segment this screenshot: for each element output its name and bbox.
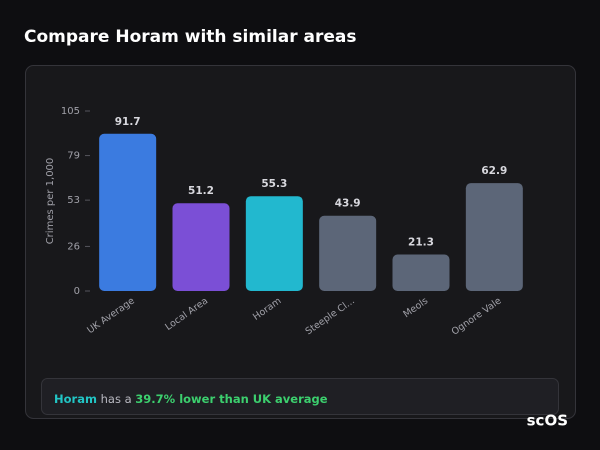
y-tick-label: 26: [67, 241, 80, 252]
bar: [245, 196, 303, 291]
bar: [172, 203, 230, 291]
value-label: 55.3: [261, 178, 287, 190]
value-label: 51.2: [188, 185, 214, 197]
summary-area: Horam: [54, 392, 97, 406]
value-label: 21.3: [408, 236, 434, 248]
y-tick-label: 105: [61, 106, 80, 117]
bar: [392, 254, 450, 291]
bar: [465, 183, 523, 291]
value-label: 43.9: [335, 198, 361, 210]
y-tick-label: 0: [74, 286, 80, 297]
y-axis-label: Crimes per 1,000: [45, 158, 56, 245]
bar: [319, 215, 377, 291]
summary-highlight: 39.7% lower than UK average: [135, 392, 327, 406]
y-tick-label: 53: [67, 195, 80, 206]
value-label: 62.9: [481, 165, 507, 177]
logo: scOS: [527, 412, 568, 430]
y-tick-label: 79: [67, 151, 80, 162]
value-label: 91.7: [115, 116, 141, 128]
bar: [99, 133, 157, 291]
summary: Horam has a 39.7% lower than UK average: [54, 392, 328, 406]
page-title: Compare Horam with similar areas: [24, 27, 356, 47]
summary-text: has a: [101, 392, 132, 406]
summary-box: [41, 378, 559, 415]
